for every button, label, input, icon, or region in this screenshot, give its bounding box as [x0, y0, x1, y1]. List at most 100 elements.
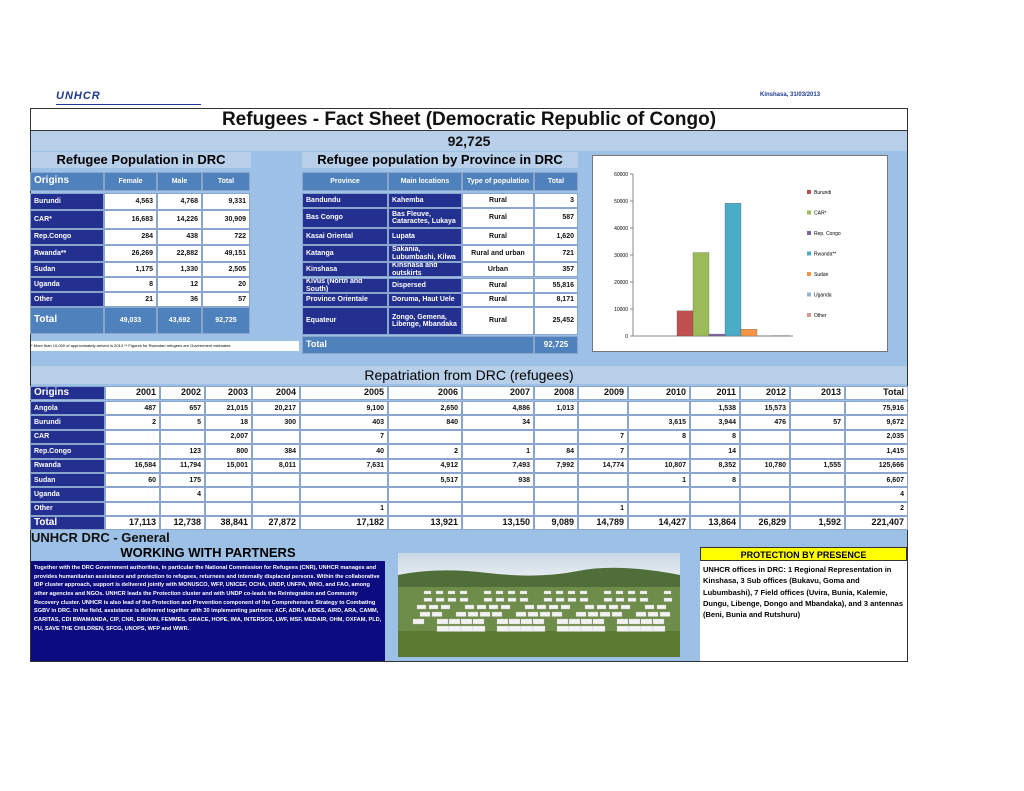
- legend-label: Sudan: [814, 272, 829, 278]
- table-cell: 7: [578, 429, 628, 445]
- table-cell: 587: [534, 208, 578, 228]
- table-cell: [388, 487, 462, 502]
- bar: [708, 333, 726, 337]
- row-header: CAR*: [30, 210, 104, 229]
- row-header: Zongo, Gemena, Libenge, Mbandaka: [388, 307, 462, 335]
- tent: [652, 618, 665, 625]
- table-cell: [160, 501, 205, 517]
- table-cell: [790, 429, 845, 445]
- row-header: Burundi: [30, 193, 104, 210]
- table-cell: 7: [578, 444, 628, 459]
- tent: [483, 590, 492, 595]
- table-cell: [740, 501, 790, 517]
- section-title: Repatriation from DRC (refugees): [31, 366, 907, 384]
- row-header: Lupata: [388, 228, 462, 245]
- tent: [603, 590, 612, 595]
- tent: [479, 611, 491, 617]
- column-header: 2008: [534, 386, 578, 400]
- table-cell: 7,631: [300, 458, 388, 473]
- table-cell: [534, 473, 578, 488]
- table-cell: 9,331: [202, 193, 250, 210]
- tent: [615, 590, 624, 595]
- table-cell: [534, 501, 578, 517]
- table-cell: 5,517: [388, 473, 462, 488]
- tent: [640, 625, 654, 632]
- table-cell: 60: [105, 473, 160, 488]
- table-cell: 4,912: [388, 458, 462, 473]
- partners-text: Together with the DRC Government authori…: [31, 561, 385, 661]
- table-cell: [790, 473, 845, 488]
- table-cell: 8,171: [534, 293, 578, 307]
- table-cell: 8: [104, 277, 157, 292]
- tent: [555, 597, 565, 602]
- tent: [579, 597, 589, 602]
- tent: [520, 618, 533, 625]
- column-header: 2009: [578, 386, 628, 400]
- table-cell: [252, 473, 300, 488]
- table-cell: 14: [690, 444, 740, 459]
- row-header: Kivus (North and South): [302, 278, 388, 293]
- row-header: Kinshasa: [302, 262, 388, 277]
- row-header: Equateur: [302, 307, 388, 335]
- y-tick-label: 50000: [614, 199, 628, 205]
- row-header: Other: [30, 292, 104, 307]
- table-cell: 6,607: [845, 473, 908, 488]
- row-header: Sudan: [30, 473, 105, 488]
- tent: [455, 611, 467, 617]
- total-cell: 9,089: [534, 516, 578, 530]
- tent: [423, 597, 433, 602]
- tent: [587, 611, 599, 617]
- table-cell: 938: [462, 473, 534, 488]
- table-cell: 14,226: [157, 210, 202, 229]
- table-cell: 2: [388, 444, 462, 459]
- tent: [435, 597, 445, 602]
- y-tick-label: 40000: [614, 226, 628, 232]
- table-cell: Rural: [462, 208, 534, 228]
- tent: [495, 590, 504, 595]
- table-cell: 21,015: [205, 401, 252, 416]
- tent: [663, 597, 673, 602]
- table-cell: [534, 487, 578, 502]
- column-header: 2001: [105, 386, 160, 400]
- row-header: Kahemba: [388, 193, 462, 208]
- total-cell: 17,113: [105, 516, 160, 530]
- table-cell: Rural and urban: [462, 245, 534, 262]
- table-cell: [578, 401, 628, 416]
- table-cell: [300, 487, 388, 502]
- tent: [491, 611, 503, 617]
- total-cell: 43,692: [157, 307, 202, 334]
- protection-title: PROTECTION BY PRESENCE: [700, 547, 907, 561]
- tent: [580, 625, 594, 632]
- table-cell: 125,666: [845, 458, 908, 473]
- row-header: Sudan: [30, 262, 104, 277]
- column-header: 2006: [388, 386, 462, 400]
- photo: [398, 553, 680, 657]
- tent: [568, 618, 581, 625]
- legend-swatch: [807, 292, 811, 297]
- legend-swatch: [807, 190, 811, 194]
- total-cell: 14,427: [628, 516, 690, 530]
- column-header: 2012: [740, 386, 790, 400]
- table-cell: 14,774: [578, 458, 628, 473]
- table-cell: 1,330: [157, 262, 202, 277]
- column-header: Female: [104, 172, 157, 191]
- bar: [676, 310, 694, 337]
- table-cell: 75,916: [845, 401, 908, 416]
- legend-label: CAR*: [814, 211, 827, 217]
- row-header: Uganda: [30, 487, 105, 502]
- table-cell: 8,011: [252, 458, 300, 473]
- row-header: Uganda: [30, 277, 104, 292]
- table-cell: 1,013: [534, 401, 578, 416]
- tent: [508, 625, 522, 632]
- row-header: Rep.Congo: [30, 229, 104, 245]
- date: Kinshasa, 31/03/2013: [760, 92, 821, 98]
- legend-label: Other: [814, 313, 827, 319]
- table-cell: 15,573: [740, 401, 790, 416]
- row-header: Other: [30, 501, 105, 517]
- table-cell: 1: [628, 473, 690, 488]
- tent: [580, 618, 593, 625]
- tent: [500, 604, 511, 610]
- tents: [412, 590, 673, 632]
- total-cell: 13,864: [690, 516, 740, 530]
- tent: [464, 604, 475, 610]
